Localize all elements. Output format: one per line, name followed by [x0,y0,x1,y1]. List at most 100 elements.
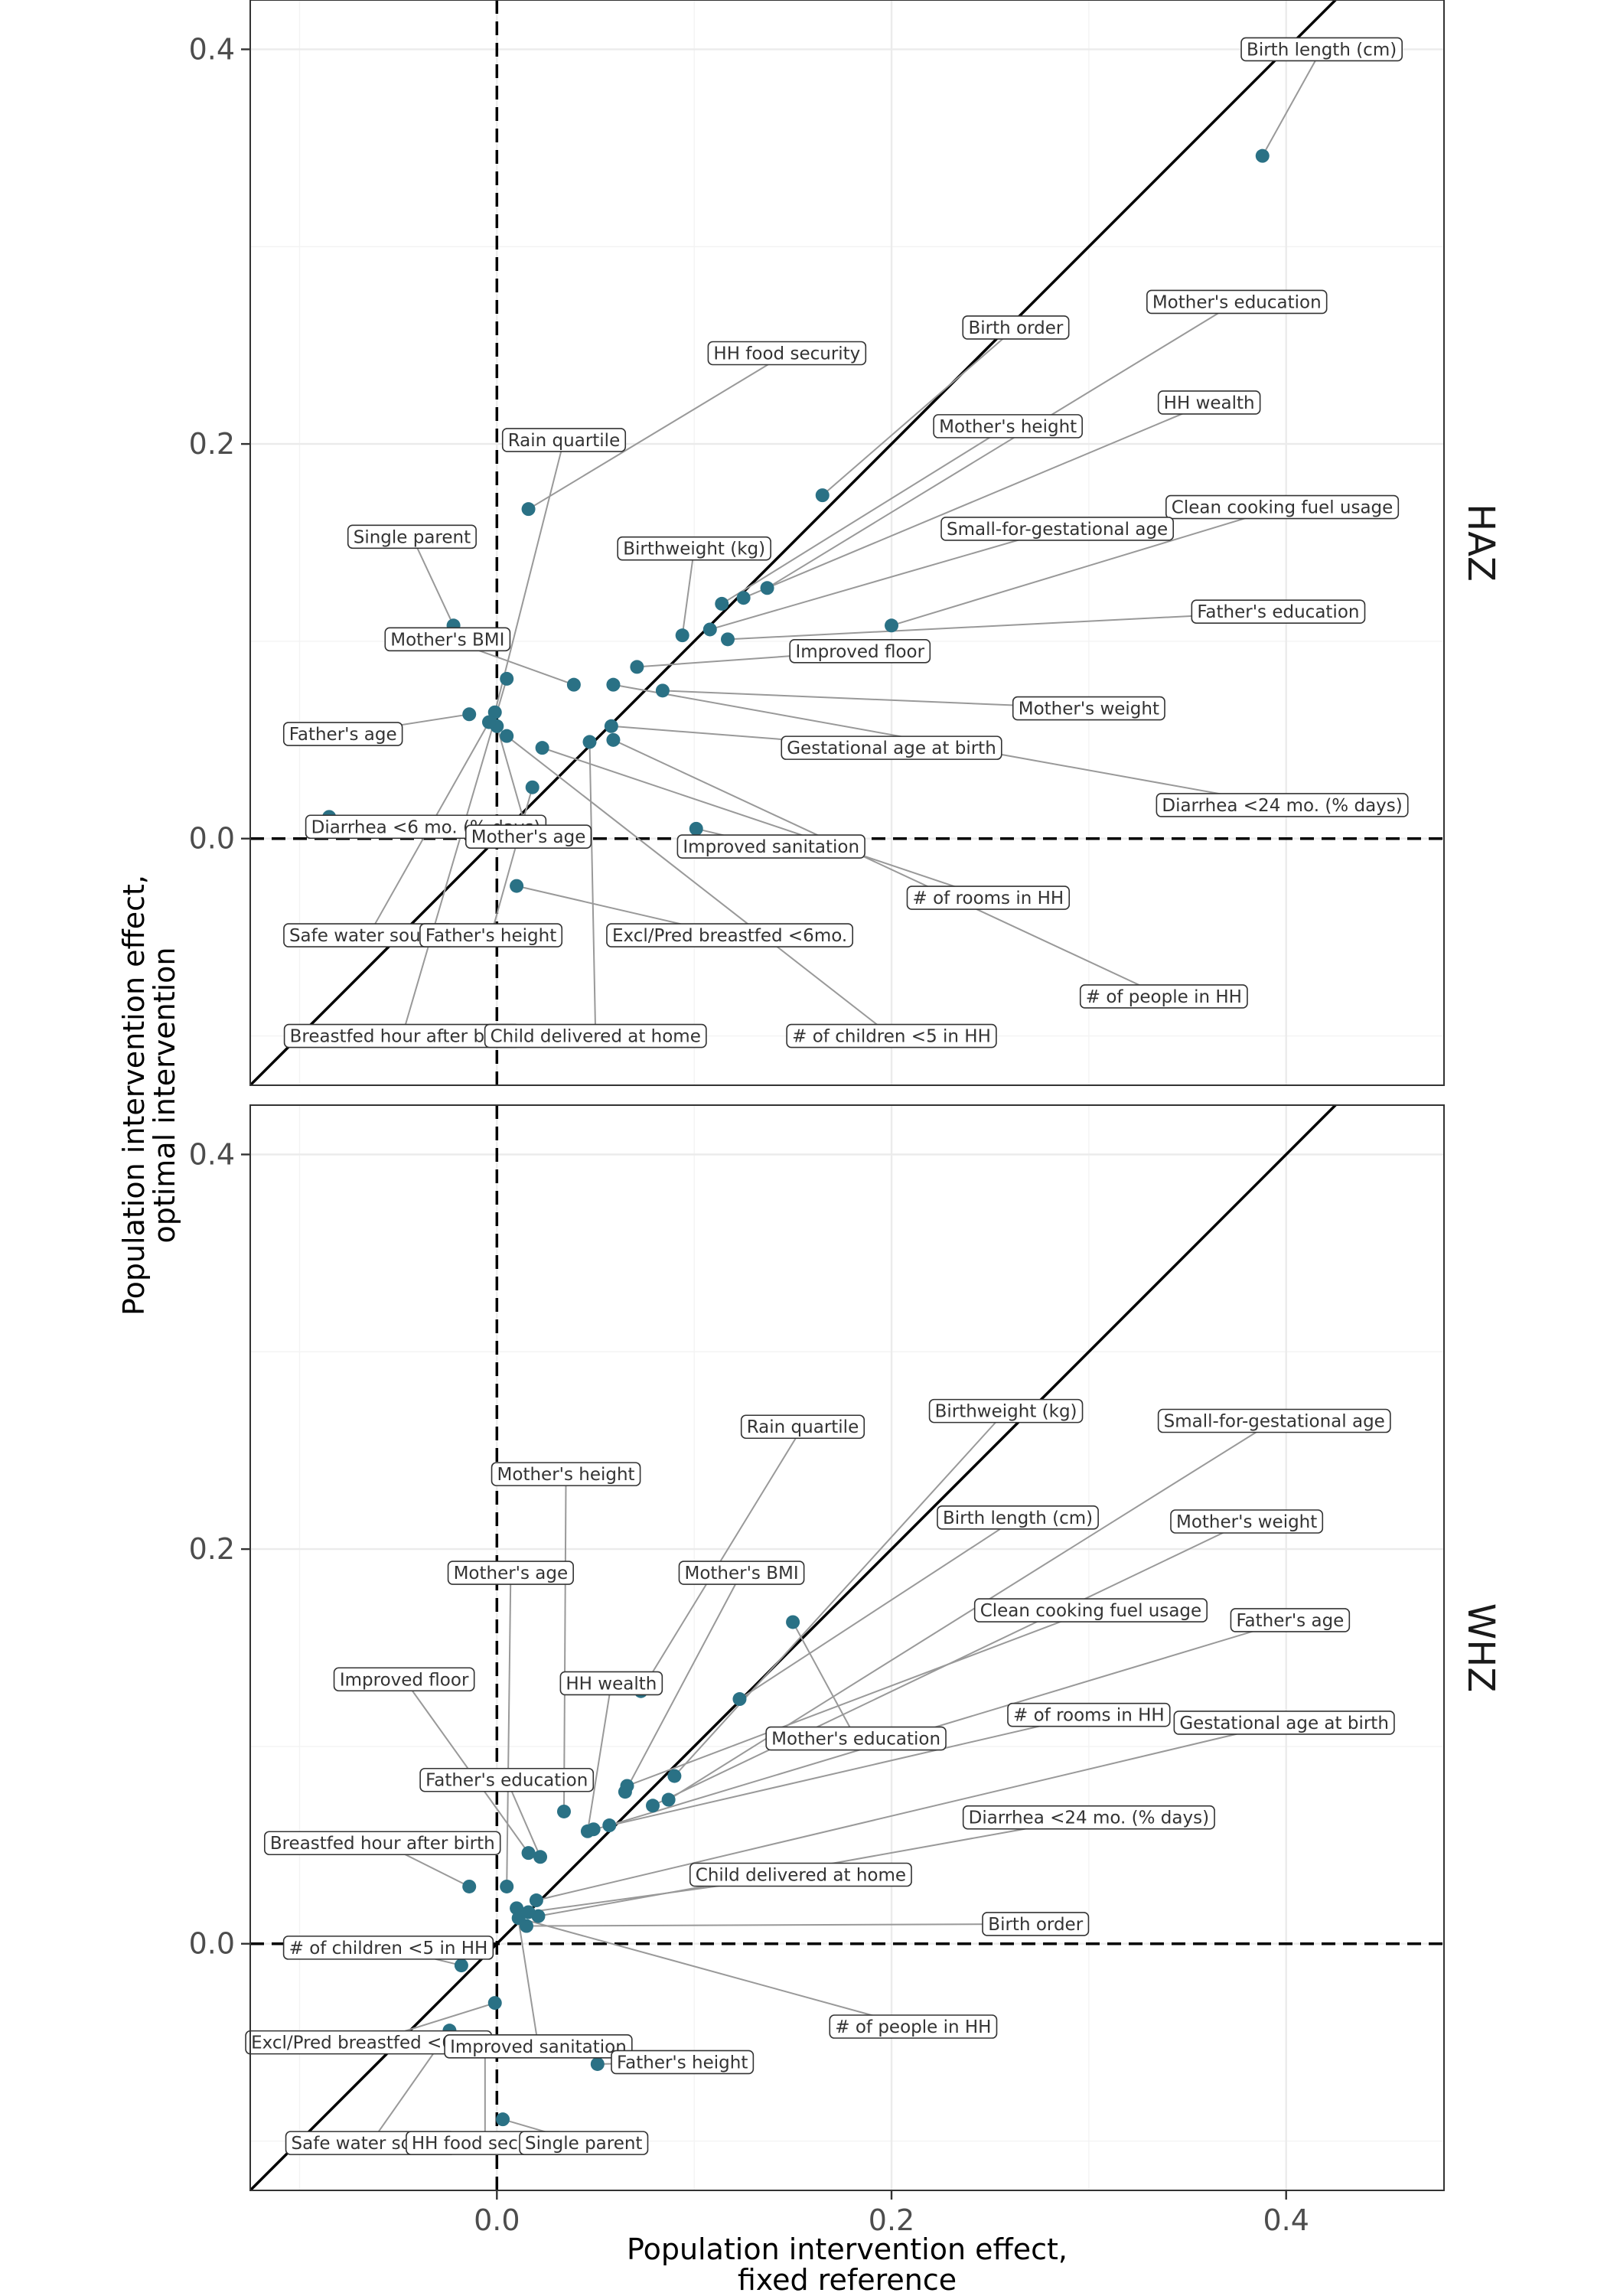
point-label: Clean cooking fuel usage [1165,494,1400,520]
label-text: Diarrhea <24 mo. (% days) [969,1808,1209,1828]
leader-line [490,787,533,936]
leader-line [516,1908,539,2047]
label-text: # of children <5 in HH [289,1939,488,1958]
leader-line [506,735,892,1037]
label-text: Improved floor [795,642,924,662]
label-text: Single parent [354,527,471,547]
data-point [556,1804,571,1818]
data-point [521,1846,536,1861]
leader-line [767,301,1237,589]
y-tick-label: 0.4 [189,32,235,66]
label-text: Father's education [425,1771,588,1791]
label-text: Gestational age at birth [1179,1714,1389,1733]
leader-line [588,742,597,1036]
point-label: Mother's height [933,414,1083,439]
data-point [496,2112,510,2127]
label-box [1173,1711,1395,1735]
data-point [815,488,830,503]
data-point [590,2056,605,2071]
leader-line [1261,48,1323,157]
label-text: HH wealth [1164,393,1255,413]
panel-border [249,1104,1445,2191]
label-box [678,1561,805,1585]
label-text: Mother's height [497,1465,635,1485]
point-label: Diarrhea <24 mo. (% days) [1156,793,1409,817]
identity-line [250,0,1338,1085]
leader-line [709,527,1058,631]
label-box [1170,1509,1324,1534]
y-tick-label: 0.0 [189,822,235,856]
label-text: Father's age [289,725,397,745]
label-text: Child delivered at home [696,1865,906,1885]
label-box [1157,1408,1391,1433]
leader-line [727,611,1279,641]
label-text: Improved sanitation [450,2037,627,2057]
data-point [646,1799,660,1813]
point-label: Child delivered at home [484,1023,707,1049]
label-text: Mother's BMI [390,630,504,650]
panel-haz: Birth length (cm) Mother's education Birth… [189,0,1502,1086]
label-box [444,2033,633,2059]
label-box [829,2014,998,2039]
data-point [736,591,751,605]
leader-line [624,1572,742,1792]
label-text: Mother's age [454,1564,569,1583]
point-label: Mother's weight [1012,696,1165,721]
label-box [906,885,1071,910]
label-text: Mother's age [471,827,586,847]
data-point [535,741,549,755]
label-box [765,1726,947,1751]
y-tick-label: 0.2 [189,1532,235,1566]
label-text: Excl/Pred breastfed <6mo. [612,926,847,946]
point-label: # of rooms in HH [906,885,1071,910]
point-label: Excl/Pred breastfed <6mo. [606,923,854,947]
label-box [689,1862,912,1887]
point-label: # of people in HH [1079,984,1248,1009]
label-box [928,1398,1084,1424]
data-point [482,715,496,729]
data-point [655,683,670,698]
label-text: Single parent [525,2134,642,2154]
chart-panels: Birth length (cm) Mother's education Birth… [189,0,1502,2191]
label-box [559,1671,663,1696]
label-text: # of rooms in HH [912,889,1064,908]
label-text: Clean cooking fuel usage [980,1601,1202,1621]
point-label: Birth length (cm) [937,1505,1099,1530]
data-points [322,148,1270,893]
label-text: Birthweight (kg) [623,540,765,559]
label-text: Father's height [425,926,556,946]
point-label: Mother's BMI [678,1561,805,1585]
leader-line [738,1517,1019,1700]
label-text: Mother's weight [1019,700,1159,719]
data-point [525,780,539,794]
data-point [586,1822,601,1837]
label-text: Child delivered at home [491,1027,701,1047]
label-text: Birth order [969,318,1064,338]
leader-line [673,1410,1007,1777]
leader-line [593,1714,1090,1831]
label-text: Father's age [1236,1611,1344,1631]
leader-line [528,352,787,510]
leader-line [613,739,1165,997]
label-box [740,1414,865,1440]
label-box [491,1462,641,1486]
point-label: Mother's education [1146,289,1328,315]
data-point [630,660,644,674]
point-label: Single parent [519,2131,649,2155]
label-box [611,2050,755,2075]
point-label: Birth order [962,315,1070,340]
point-label: Father's age [1230,1608,1351,1632]
label-box [519,2131,649,2155]
point-label: Mother's age [464,824,592,849]
y-axis-title-line: Population intervention effect, [117,875,151,1316]
label-text: Father's height [617,2053,748,2073]
data-point [462,707,477,722]
y-tick-label: 0.4 [189,1137,235,1171]
leader-line [506,1573,512,1887]
point-label: Small-for-gestational age [1157,1408,1391,1433]
label-box [419,923,563,947]
point-label: Clean cooking fuel usage [973,1598,1208,1623]
data-point [786,1615,800,1629]
point-label: # of rooms in HH [1007,1702,1171,1727]
leader-line [822,327,1017,496]
